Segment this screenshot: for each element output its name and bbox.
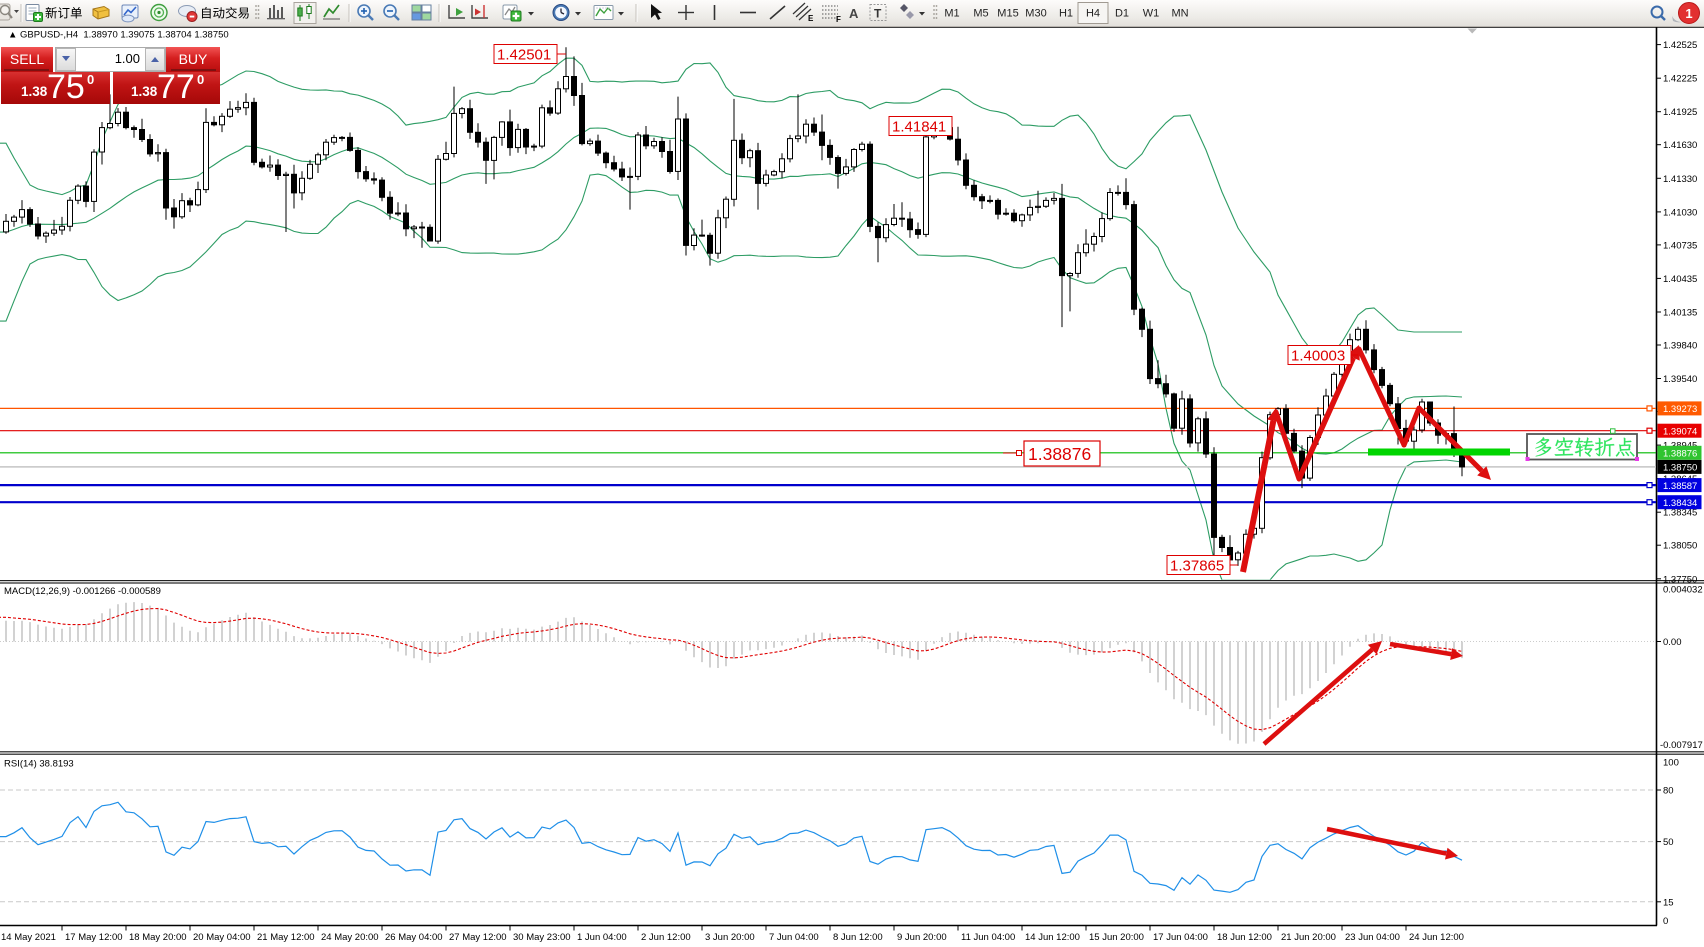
svg-text:1.40003: 1.40003: [1291, 348, 1345, 365]
svg-text:M5: M5: [973, 8, 988, 20]
svg-text:1.38434: 1.38434: [1663, 498, 1697, 509]
svg-text:17 May 12:00: 17 May 12:00: [65, 932, 123, 943]
svg-text:30 May 23:00: 30 May 23:00: [513, 932, 571, 943]
svg-text:1.38587: 1.38587: [1663, 481, 1697, 492]
svg-text:14 Jun 12:00: 14 Jun 12:00: [1025, 932, 1080, 943]
svg-text:1.39840: 1.39840: [1663, 341, 1697, 352]
svg-text:1.42525: 1.42525: [1663, 40, 1697, 51]
svg-text:1.41925: 1.41925: [1663, 107, 1697, 118]
svg-text:18 Jun 12:00: 18 Jun 12:00: [1217, 932, 1272, 943]
svg-text:3 Jun 20:00: 3 Jun 20:00: [705, 932, 755, 943]
svg-text:24 Jun 12:00: 24 Jun 12:00: [1409, 932, 1464, 943]
svg-text:1.42501: 1.42501: [497, 47, 551, 64]
svg-text:1.39273: 1.39273: [1663, 404, 1697, 415]
svg-text:8 Jun 12:00: 8 Jun 12:00: [833, 932, 883, 943]
svg-text:1.38050: 1.38050: [1663, 541, 1697, 552]
svg-text:23 Jun 04:00: 23 Jun 04:00: [1345, 932, 1400, 943]
svg-text:11 Jun 04:00: 11 Jun 04:00: [961, 932, 1015, 943]
svg-text:1.41030: 1.41030: [1663, 207, 1697, 218]
svg-text:E: E: [808, 14, 814, 23]
svg-text:0: 0: [1663, 916, 1668, 927]
svg-text:1.41841: 1.41841: [892, 119, 946, 136]
svg-text:MN: MN: [1171, 8, 1188, 20]
svg-text:1.41330: 1.41330: [1663, 174, 1697, 185]
svg-text:2 Jun 12:00: 2 Jun 12:00: [641, 932, 691, 943]
svg-text:7 Jun 04:00: 7 Jun 04:00: [769, 932, 819, 943]
svg-text:W1: W1: [1143, 8, 1160, 20]
svg-text:F: F: [836, 15, 841, 24]
svg-text:24 May 20:00: 24 May 20:00: [321, 932, 379, 943]
svg-text:18 May 20:00: 18 May 20:00: [129, 932, 187, 943]
svg-text:1.37865: 1.37865: [1170, 558, 1224, 575]
svg-text:80: 80: [1663, 786, 1674, 797]
svg-text:27 May 12:00: 27 May 12:00: [449, 932, 507, 943]
svg-text:T: T: [874, 7, 882, 21]
svg-text:0.004032: 0.004032: [1663, 585, 1703, 596]
svg-text:H1: H1: [1059, 8, 1073, 20]
svg-text:15: 15: [1663, 897, 1674, 908]
svg-text:D1: D1: [1115, 8, 1129, 20]
svg-text:1.37750: 1.37750: [1663, 574, 1697, 585]
svg-text:▲ GBPUSD-,H4 1.38970 1.39075: ▲ GBPUSD-,H4 1.38970 1.39075 1.38704 1.3…: [8, 30, 229, 41]
svg-text:1.41630: 1.41630: [1663, 140, 1697, 151]
svg-text:9 Jun 20:00: 9 Jun 20:00: [897, 932, 947, 943]
svg-text:14 May 2021: 14 May 2021: [1, 932, 56, 943]
svg-text:1.40435: 1.40435: [1663, 274, 1697, 285]
svg-text:M15: M15: [997, 8, 1018, 20]
svg-text:RSI(14) 38.8193: RSI(14) 38.8193: [4, 759, 74, 770]
svg-text:-0.007917: -0.007917: [1660, 740, 1703, 751]
svg-text:1.38876: 1.38876: [1028, 444, 1091, 464]
svg-text:1 Jun 04:00: 1 Jun 04:00: [577, 932, 627, 943]
svg-text:A: A: [849, 6, 859, 21]
svg-text:M30: M30: [1025, 8, 1046, 20]
svg-text:17 Jun 04:00: 17 Jun 04:00: [1153, 932, 1208, 943]
svg-text:1.39074: 1.39074: [1663, 427, 1697, 438]
svg-text:0.00: 0.00: [1663, 637, 1682, 648]
svg-text:1.38750: 1.38750: [1663, 463, 1697, 474]
svg-text:1.38876: 1.38876: [1663, 449, 1697, 460]
svg-text:21 Jun 20:00: 21 Jun 20:00: [1281, 932, 1336, 943]
svg-text:M1: M1: [944, 8, 959, 20]
svg-text:1.38345: 1.38345: [1663, 508, 1697, 519]
svg-text:1: 1: [1685, 6, 1692, 21]
svg-text:100: 100: [1663, 758, 1679, 769]
svg-text:1.40135: 1.40135: [1663, 308, 1697, 319]
svg-text:1.40735: 1.40735: [1663, 240, 1697, 251]
svg-text:50: 50: [1663, 837, 1674, 848]
svg-text:H4: H4: [1086, 8, 1100, 20]
svg-text:MACD(12,26,9) -0.001266 -0.000: MACD(12,26,9) -0.001266 -0.000589: [4, 586, 161, 597]
svg-text:26 May 04:00: 26 May 04:00: [385, 932, 443, 943]
svg-text:15 Jun 20:00: 15 Jun 20:00: [1089, 932, 1144, 943]
svg-text:20 May 04:00: 20 May 04:00: [193, 932, 251, 943]
svg-text:21 May 12:00: 21 May 12:00: [257, 932, 315, 943]
svg-text:1.42225: 1.42225: [1663, 74, 1697, 85]
svg-text:1.39540: 1.39540: [1663, 374, 1697, 385]
